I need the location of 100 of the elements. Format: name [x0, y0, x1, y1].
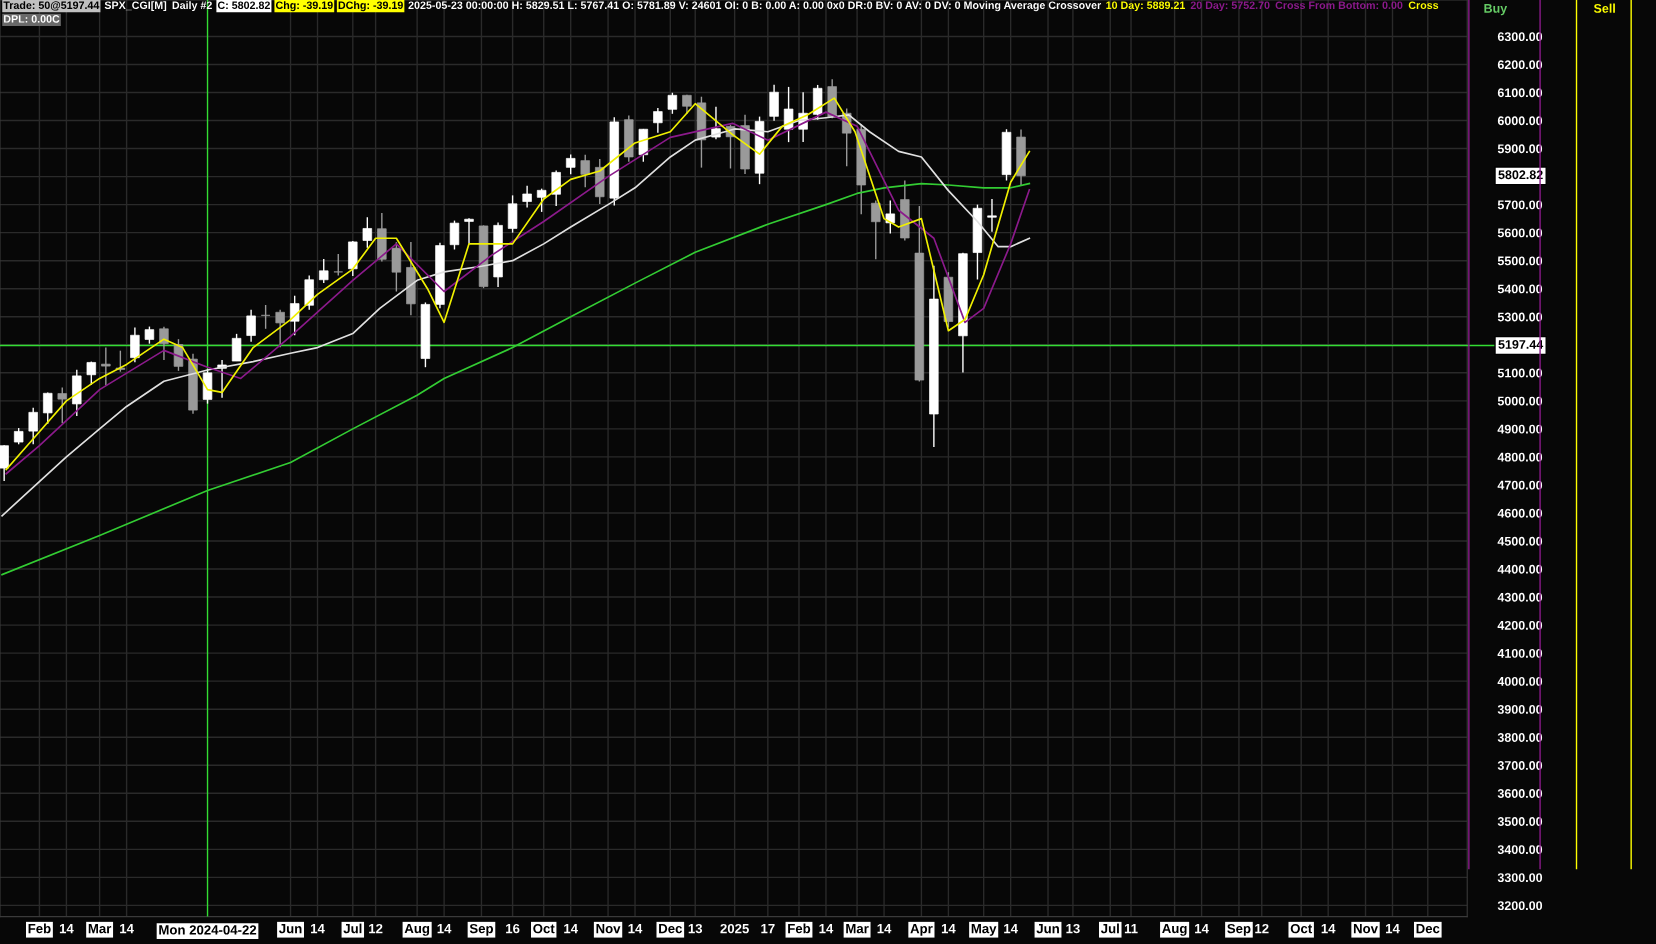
x-tick-label: 14 [628, 924, 643, 934]
candlestick [101, 346, 111, 386]
y-tick-label: 4000.00 [1497, 676, 1543, 686]
x-tick-label: Sep [469, 923, 494, 936]
candlestick [28, 407, 38, 445]
x-tick-label: Nov [596, 924, 621, 934]
annotation: Chg: -39.19 [275, 1, 333, 12]
y-tick-label: 4100.00 [1497, 648, 1543, 658]
candlestick [130, 326, 140, 363]
y-tick-label: 5100.00 [1497, 368, 1543, 378]
ref-line-label: Mon 2024-04-22 [159, 925, 257, 935]
text: Sell [1593, 3, 1615, 13]
x-tick-label: Mar [88, 924, 112, 934]
y-tick-label: 5400.00 [1497, 284, 1543, 294]
x-tick-label: Mar [846, 924, 869, 934]
x-tick-label: Oct [533, 923, 555, 934]
x-tick-label: Aug [1162, 924, 1187, 936]
candlestick [464, 217, 474, 245]
x-tick-label: 2025 [720, 923, 749, 934]
text: Buy [1484, 4, 1508, 16]
y-tick-label: 3900.00 [1497, 704, 1543, 714]
candlestick [231, 333, 242, 362]
x-tick-label: 16 [506, 923, 520, 934]
candlestick [653, 107, 663, 134]
x-tick-label: 13 [1066, 923, 1080, 934]
x-tick-label: 14 [564, 924, 578, 934]
x-tick-label: Nov [1353, 924, 1378, 934]
x-tick-label: Feb [788, 923, 811, 934]
x-tick-label: Oct [1290, 923, 1313, 934]
candlestick [275, 309, 285, 349]
x-tick-label: 14 [1321, 924, 1336, 934]
annotation: Cross From Bottom: 0.00 [1275, 1, 1403, 10]
y-tick-label: 5700.00 [1497, 200, 1543, 210]
annotation: DChg: -39.19 [338, 1, 403, 12]
x-tick-label: 12 [369, 923, 383, 934]
x-tick-label: Jun [279, 924, 302, 934]
annotation: 2025-05-23 00:00:00 H: 5829.51 L: 5767.41 O: 5781.89 V: 24601 OI: 0 B: 0.00 A: 0.00 0x0 DR:0 BV: 0 AV: 0 DV: 0 Moving Average Crossover [408, 1, 1102, 12]
x-tick-label: 14 [1386, 924, 1400, 934]
candlestick [289, 295, 300, 336]
candlestick [115, 349, 126, 373]
candlestick [536, 187, 547, 213]
y-tick-label: 4200.00 [1497, 620, 1543, 630]
y-tick-label: 5500.00 [1497, 256, 1543, 266]
y-tick-label: 3400.00 [1497, 845, 1543, 855]
candlestick [57, 386, 67, 424]
y-tick-label: 6000.00 [1497, 116, 1543, 126]
x-tick-label: 11 [1124, 924, 1138, 934]
y-tick-label: 3600.00 [1497, 789, 1543, 798]
y-tick-label: 4300.00 [1497, 592, 1543, 602]
y-tick-label: 5900.00 [1497, 144, 1543, 154]
candlestick [565, 153, 576, 176]
candlestick [580, 154, 590, 188]
y-tick-label: 4700.00 [1497, 480, 1543, 490]
x-tick-label: 14 [1004, 924, 1018, 934]
x-tick-label: May [971, 924, 997, 936]
x-tick-label: Apr [910, 924, 933, 936]
x-tick-label: 14 [437, 924, 452, 934]
annotation: 20 Day: 5752.70 [1190, 1, 1270, 12]
candlestick [667, 92, 678, 115]
candlestick [551, 169, 561, 207]
x-tick-label: Feb [28, 923, 51, 934]
x-tick-label: 14 [59, 924, 74, 934]
candlestick [159, 326, 169, 361]
candlestick [333, 253, 343, 277]
y-tick-label: 3800.00 [1497, 733, 1543, 742]
y-tick-label: 3700.00 [1497, 761, 1543, 770]
y-tick-label: 4600.00 [1497, 508, 1543, 518]
x-tick-label: 13 [688, 923, 703, 934]
x-tick-label: 14 [1195, 924, 1209, 934]
x-tick-label: 12 [1255, 923, 1269, 934]
x-tick-label: Sep [1227, 923, 1251, 936]
x-tick-label: Dec [659, 924, 683, 934]
y-tick-label: 5300.00 [1497, 312, 1543, 322]
y-tick-label: 6300.00 [1497, 32, 1543, 42]
y-tick-label: 5000.00 [1497, 396, 1543, 406]
x-tick-label: 17 [761, 924, 775, 934]
x-tick-label: Jul [343, 923, 362, 934]
annotation: C: 5802.82 [217, 1, 270, 10]
y-tick-label: 3500.00 [1497, 817, 1543, 826]
candlestick [522, 185, 532, 209]
x-tick-label: Dec [1416, 924, 1440, 934]
x-tick-label: 14 [311, 924, 325, 934]
candlestick [885, 199, 895, 235]
y-tick-label: 4900.00 [1497, 424, 1543, 434]
y-tick-label: 4500.00 [1497, 536, 1543, 546]
line-series [1, 182, 1031, 576]
y-tick-label: 4800.00 [1497, 452, 1543, 462]
candlestick [449, 219, 460, 251]
x-tick-label: Jul [1100, 923, 1119, 934]
annotation: DPL: 0.00C [4, 15, 60, 23]
candlestick [362, 216, 373, 249]
x-tick-label: 14 [877, 924, 892, 934]
candlestick [246, 309, 256, 343]
annotation: Trade: 50@5197.44 [3, 1, 100, 11]
x-tick-label: 14 [941, 924, 956, 934]
candlestick [319, 258, 329, 284]
y-tick-label: 3300.00 [1497, 873, 1543, 883]
annotation: Cross [1408, 1, 1439, 10]
candlestick [0, 444, 9, 482]
candlestick [871, 199, 881, 260]
